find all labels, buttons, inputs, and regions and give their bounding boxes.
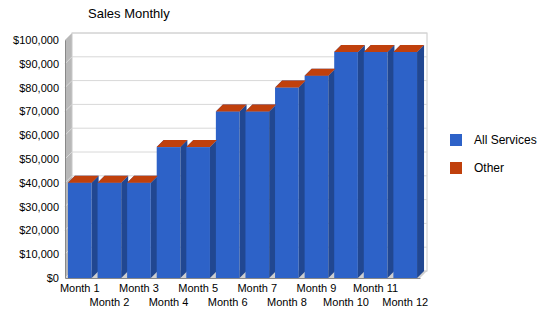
bar-top <box>68 176 99 183</box>
tick: $20,000 <box>19 224 65 236</box>
axis-line <box>66 278 421 279</box>
tick-label: Month 4 <box>149 296 189 308</box>
tick: $30,000 <box>19 201 65 213</box>
grid-line <box>65 57 72 64</box>
y-axis: $0 $10,000 $20,000 $30,000 $40,000 $50,000 $60… <box>13 34 65 284</box>
legend-swatch <box>450 134 462 146</box>
legend-label: Other <box>474 161 504 175</box>
bar-top <box>393 45 424 52</box>
grid-line <box>65 81 72 88</box>
series <box>68 45 424 183</box>
tick-label: $80,000 <box>19 82 59 94</box>
bar <box>245 111 269 278</box>
tick: $50,000 <box>19 153 65 165</box>
grid-line <box>65 128 72 135</box>
tick-label: $60,000 <box>19 129 59 141</box>
grid-line <box>65 152 72 159</box>
bar <box>216 111 240 278</box>
bar <box>364 52 388 278</box>
bar <box>186 147 210 278</box>
tick-label: Month 5 <box>178 282 218 294</box>
bar <box>275 88 299 278</box>
bar-top <box>364 45 395 52</box>
bar-top <box>275 81 306 88</box>
bar-top <box>364 45 395 52</box>
tick: Month 7 <box>237 278 277 294</box>
bar <box>98 183 122 278</box>
tick: $80,000 <box>19 82 65 94</box>
tick: $90,000 <box>19 58 65 70</box>
bar-top <box>157 140 188 147</box>
tick-label: Month 3 <box>119 282 159 294</box>
bar-top <box>245 104 276 111</box>
grid-line <box>72 33 427 34</box>
tick: Month 9 <box>297 278 337 294</box>
bars <box>68 45 424 278</box>
tick-label: $10,000 <box>19 248 59 260</box>
bar <box>157 147 181 278</box>
tick-label: Month 7 <box>237 282 277 294</box>
tick-label: Month 8 <box>267 296 307 308</box>
tick-label: Month 12 <box>382 296 428 308</box>
tick-label: Month 2 <box>90 296 130 308</box>
tick-label: $90,000 <box>19 58 59 70</box>
tick: $10,000 <box>19 248 65 260</box>
bar-top <box>157 140 188 147</box>
tick: $70,000 <box>19 105 65 117</box>
legend-label: All Services <box>474 133 537 147</box>
tick: Month 12 <box>382 278 428 308</box>
tick-label: Month 9 <box>297 282 337 294</box>
grid-line <box>65 104 72 111</box>
grid <box>65 33 427 278</box>
tick-label: $70,000 <box>19 105 59 117</box>
bar <box>334 52 358 278</box>
bar-top <box>68 176 99 183</box>
bar-top <box>186 140 217 147</box>
tick: $100,000 <box>13 34 65 46</box>
bar-top <box>216 104 247 111</box>
bar-top <box>393 45 424 52</box>
bar-top <box>98 176 129 183</box>
tick-label: $40,000 <box>19 177 59 189</box>
series <box>68 45 424 278</box>
tick-label: $30,000 <box>19 201 59 213</box>
bar-top <box>334 45 365 52</box>
bar-top <box>186 140 217 147</box>
bar-top <box>127 176 158 183</box>
tick: $60,000 <box>19 129 65 141</box>
tick-label: $0 <box>47 272 59 284</box>
tick: Month 3 <box>119 278 159 294</box>
bar-top <box>127 176 158 183</box>
bar-top <box>245 104 276 111</box>
legend-swatch <box>450 162 462 174</box>
chart: $0 $10,000 $20,000 $30,000 $40,000 $50,000 $60… <box>0 0 550 318</box>
tick-label: $100,000 <box>13 34 59 46</box>
title: Sales Monthly <box>88 6 170 21</box>
x-axis: Month 1 Month 2 Month 3 Month 4 Month 5 Month… <box>60 278 428 308</box>
bar-top <box>305 69 336 76</box>
tick-label: $50,000 <box>19 153 59 165</box>
bar <box>127 183 151 278</box>
bar-top <box>216 104 247 111</box>
tick-label: Month 6 <box>208 296 248 308</box>
tick: Month 11 <box>353 278 398 294</box>
bar <box>393 52 417 278</box>
bar-side <box>417 45 424 278</box>
axis-line <box>65 41 66 279</box>
bar-top <box>98 176 129 183</box>
tick-label: Month 10 <box>323 296 369 308</box>
bar-top <box>305 69 336 76</box>
bar-top <box>334 45 365 52</box>
bar <box>68 183 92 278</box>
grid-line <box>65 33 72 40</box>
bar <box>305 76 329 278</box>
tick: $40,000 <box>19 177 65 189</box>
tick-label: Month 1 <box>60 282 100 294</box>
tick-label: $20,000 <box>19 224 59 236</box>
tick: Month 1 <box>60 278 100 294</box>
bar-top <box>275 81 306 88</box>
tick-label: Month 11 <box>353 282 398 294</box>
legend: All Services Other <box>450 133 537 175</box>
tick: Month 5 <box>178 278 218 294</box>
